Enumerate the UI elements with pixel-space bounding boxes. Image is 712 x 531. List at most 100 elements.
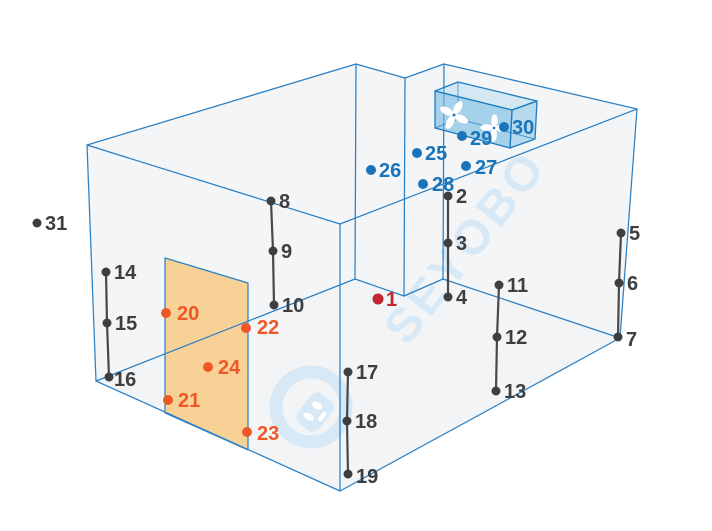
room-edge bbox=[404, 63, 445, 79]
door-panel bbox=[164, 257, 249, 451]
measurement-point-24 bbox=[203, 362, 213, 372]
measurement-point-11 bbox=[494, 280, 504, 290]
measurement-point-30 bbox=[499, 122, 509, 132]
room-edge bbox=[403, 77, 406, 297]
point-label-10: 10 bbox=[282, 295, 304, 317]
measurement-point-3 bbox=[443, 238, 453, 248]
room-edge bbox=[355, 63, 406, 79]
point-label-17: 17 bbox=[356, 362, 378, 384]
room-edge bbox=[86, 144, 97, 382]
point-label-1: 1 bbox=[386, 289, 397, 311]
measurement-point-18 bbox=[342, 416, 352, 426]
point-label-7: 7 bbox=[626, 329, 637, 351]
point-label-2: 2 bbox=[456, 186, 467, 208]
point-label-30: 30 bbox=[512, 117, 534, 139]
fan-blade bbox=[453, 101, 463, 115]
point-label-29: 29 bbox=[470, 128, 492, 150]
room-edge bbox=[443, 63, 638, 110]
measurement-point-6 bbox=[614, 278, 624, 288]
room-edge bbox=[86, 144, 341, 225]
fan-blade bbox=[454, 114, 468, 124]
fan-icon bbox=[440, 101, 468, 129]
measurement-point-10 bbox=[269, 300, 279, 310]
fan-blade bbox=[480, 124, 494, 131]
point-label-8: 8 bbox=[279, 191, 290, 213]
point-label-5: 5 bbox=[629, 223, 640, 245]
measurement-point-7 bbox=[613, 332, 623, 342]
measurement-point-5 bbox=[616, 228, 626, 238]
point-label-15: 15 bbox=[115, 313, 137, 335]
wall-face bbox=[87, 64, 356, 381]
measurement-point-29 bbox=[457, 131, 467, 141]
measurement-point-2 bbox=[443, 191, 453, 201]
measurement-point-31 bbox=[32, 218, 42, 228]
room-edge bbox=[339, 337, 621, 492]
point-label-20: 20 bbox=[177, 303, 199, 325]
measurement-point-9 bbox=[268, 246, 278, 256]
measurement-point-19 bbox=[343, 469, 353, 479]
measurement-point-25 bbox=[412, 148, 422, 158]
measurement-point-20 bbox=[161, 308, 171, 318]
logo-robot-head bbox=[296, 392, 334, 432]
point-label-16: 16 bbox=[114, 369, 136, 391]
measurement-point-27 bbox=[461, 161, 471, 171]
measurement-point-15 bbox=[102, 318, 112, 328]
point-label-3: 3 bbox=[456, 233, 467, 255]
point-label-31: 31 bbox=[45, 213, 67, 235]
room-edge bbox=[619, 108, 638, 339]
point-label-23: 23 bbox=[257, 423, 279, 445]
fan-blade bbox=[445, 115, 455, 129]
measurement-point-28 bbox=[418, 179, 428, 189]
point-label-4: 4 bbox=[456, 287, 468, 309]
point-label-12: 12 bbox=[505, 327, 527, 349]
fan-blade bbox=[491, 114, 498, 128]
point-label-13: 13 bbox=[504, 381, 526, 403]
room-edge bbox=[354, 63, 357, 280]
logo-robot-eye bbox=[312, 401, 323, 410]
measurement-point-4 bbox=[443, 292, 453, 302]
room-edge bbox=[86, 63, 357, 146]
watermark-robot-logo-icon bbox=[269, 365, 353, 449]
room-edge bbox=[95, 278, 356, 382]
measurement-point-23 bbox=[242, 427, 252, 437]
measurement-point-22 bbox=[241, 323, 251, 333]
point-label-21: 21 bbox=[178, 390, 200, 412]
point-label-11: 11 bbox=[507, 275, 528, 297]
point-label-28: 28 bbox=[432, 174, 454, 196]
room-edge bbox=[354, 278, 405, 297]
point-label-19: 19 bbox=[356, 466, 378, 488]
fan-blade bbox=[440, 106, 454, 116]
room-edge bbox=[442, 278, 621, 339]
fan-hub-center bbox=[492, 126, 496, 130]
point-label-6: 6 bbox=[627, 273, 638, 295]
room-edge bbox=[95, 380, 341, 492]
point-label-14: 14 bbox=[114, 262, 137, 284]
fan-blade bbox=[490, 128, 497, 142]
point-label-22: 22 bbox=[257, 317, 279, 339]
logo-ring bbox=[269, 365, 353, 449]
point-label-24: 24 bbox=[218, 357, 241, 379]
point-label-9: 9 bbox=[281, 241, 292, 263]
room-edge bbox=[339, 108, 638, 225]
wall-face bbox=[355, 64, 405, 296]
door bbox=[164, 257, 249, 451]
ac-unit bbox=[434, 81, 538, 149]
measurement-point-8 bbox=[266, 196, 276, 206]
measurement-point-17 bbox=[343, 367, 353, 377]
fan-hub-center bbox=[452, 113, 456, 117]
point-label-26: 26 bbox=[379, 160, 401, 182]
point-label-25: 25 bbox=[425, 143, 447, 165]
logo-robot-mouth bbox=[318, 411, 327, 422]
room-edge bbox=[403, 278, 444, 297]
measurement-point-14 bbox=[101, 267, 111, 277]
measurement-point-13 bbox=[491, 386, 501, 396]
measurement-point-26 bbox=[366, 165, 376, 175]
point-label-18: 18 bbox=[355, 411, 377, 433]
measurement-point-1 bbox=[372, 293, 384, 305]
measurement-point-16 bbox=[104, 372, 114, 382]
measurement-point-21 bbox=[163, 395, 173, 405]
logo-robot-eye bbox=[303, 412, 314, 421]
